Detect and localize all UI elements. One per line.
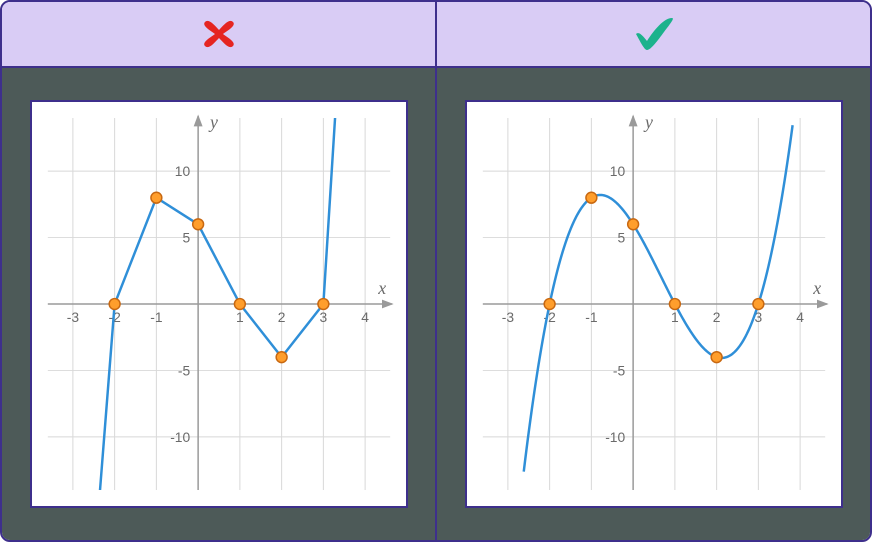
right-chart: -3-2-11234-10-5510xy [465, 100, 843, 508]
header-row [2, 2, 870, 68]
svg-text:-1: -1 [585, 309, 598, 325]
cross-icon [197, 12, 241, 56]
left-chart: -3-2-11234-10-5510xy [30, 100, 408, 508]
svg-text:10: 10 [174, 163, 190, 179]
svg-text:4: 4 [796, 309, 804, 325]
header-correct [437, 2, 870, 66]
svg-text:y: y [207, 112, 217, 132]
svg-text:y: y [642, 112, 652, 132]
svg-text:-3: -3 [501, 309, 514, 325]
svg-text:2: 2 [277, 309, 285, 325]
svg-text:1: 1 [236, 309, 244, 325]
comparison-container: -3-2-11234-10-5510xy -3-2-11234-10-5510x… [0, 0, 872, 542]
svg-text:x: x [812, 278, 821, 298]
check-icon [630, 12, 678, 56]
body-row: -3-2-11234-10-5510xy -3-2-11234-10-5510x… [2, 68, 870, 540]
svg-text:x: x [377, 278, 386, 298]
svg-text:-1: -1 [150, 309, 163, 325]
svg-text:-3: -3 [66, 309, 79, 325]
svg-text:-10: -10 [605, 429, 625, 445]
svg-text:-5: -5 [177, 362, 190, 378]
svg-text:-5: -5 [612, 362, 625, 378]
svg-text:10: 10 [609, 163, 625, 179]
right-panel: -3-2-11234-10-5510xy [437, 68, 870, 540]
svg-text:3: 3 [319, 309, 327, 325]
svg-text:2: 2 [712, 309, 720, 325]
svg-text:-10: -10 [170, 429, 190, 445]
svg-text:5: 5 [617, 230, 625, 246]
left-panel: -3-2-11234-10-5510xy [2, 68, 437, 540]
header-wrong [2, 2, 437, 66]
svg-text:5: 5 [182, 230, 190, 246]
svg-text:4: 4 [361, 309, 369, 325]
